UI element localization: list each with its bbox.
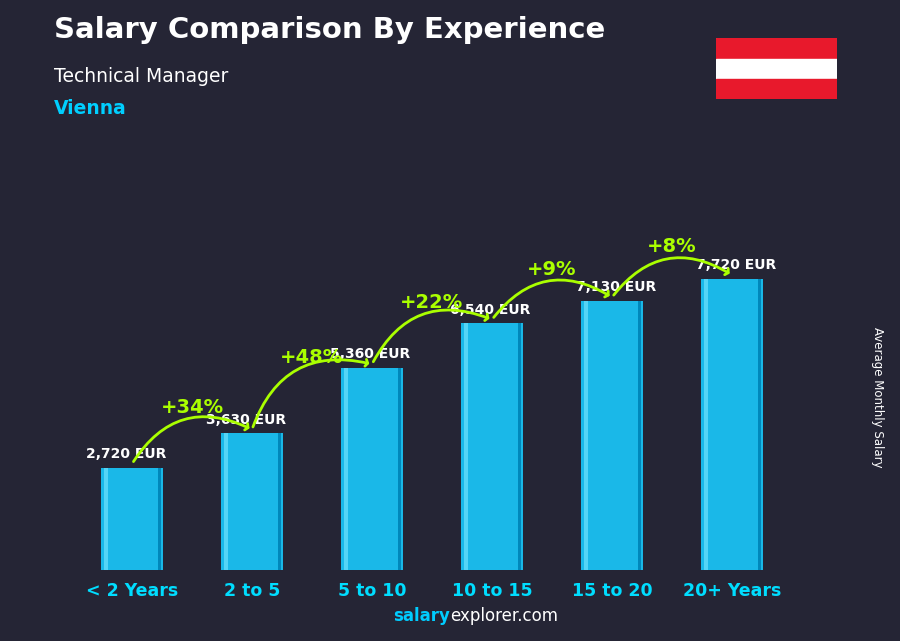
Text: Technical Manager: Technical Manager [54,67,229,87]
Text: +9%: +9% [527,260,577,279]
Text: Salary Comparison By Experience: Salary Comparison By Experience [54,16,605,44]
Text: 2,720 EUR: 2,720 EUR [86,447,166,461]
Bar [223,433,228,570]
Bar [704,279,708,570]
Bar [758,279,761,570]
Bar [583,301,588,570]
Text: +22%: +22% [400,293,464,312]
Bar [220,433,284,570]
Bar [701,279,763,570]
Text: +8%: +8% [647,237,697,256]
Bar [277,433,282,570]
Bar [580,301,644,570]
Bar [716,59,837,79]
Bar [464,323,468,570]
Bar [716,79,837,99]
Bar [518,323,521,570]
Bar [344,368,348,570]
Bar [341,368,403,570]
Text: explorer.com: explorer.com [450,607,558,625]
Bar [398,368,401,570]
Text: Average Monthly Salary: Average Monthly Salary [871,327,884,468]
Text: 5,360 EUR: 5,360 EUR [330,347,410,361]
Text: 3,630 EUR: 3,630 EUR [206,413,286,426]
Text: +34%: +34% [160,398,223,417]
Bar [637,301,642,570]
Bar [104,468,108,570]
Bar [461,323,523,570]
Text: 7,720 EUR: 7,720 EUR [696,258,776,272]
Text: Vienna: Vienna [54,99,127,119]
Text: salary: salary [393,607,450,625]
Bar [101,468,163,570]
Text: 6,540 EUR: 6,540 EUR [450,303,530,317]
Bar [158,468,161,570]
Text: +48%: +48% [281,348,344,367]
Text: 7,130 EUR: 7,130 EUR [576,280,656,294]
Bar [716,38,837,59]
